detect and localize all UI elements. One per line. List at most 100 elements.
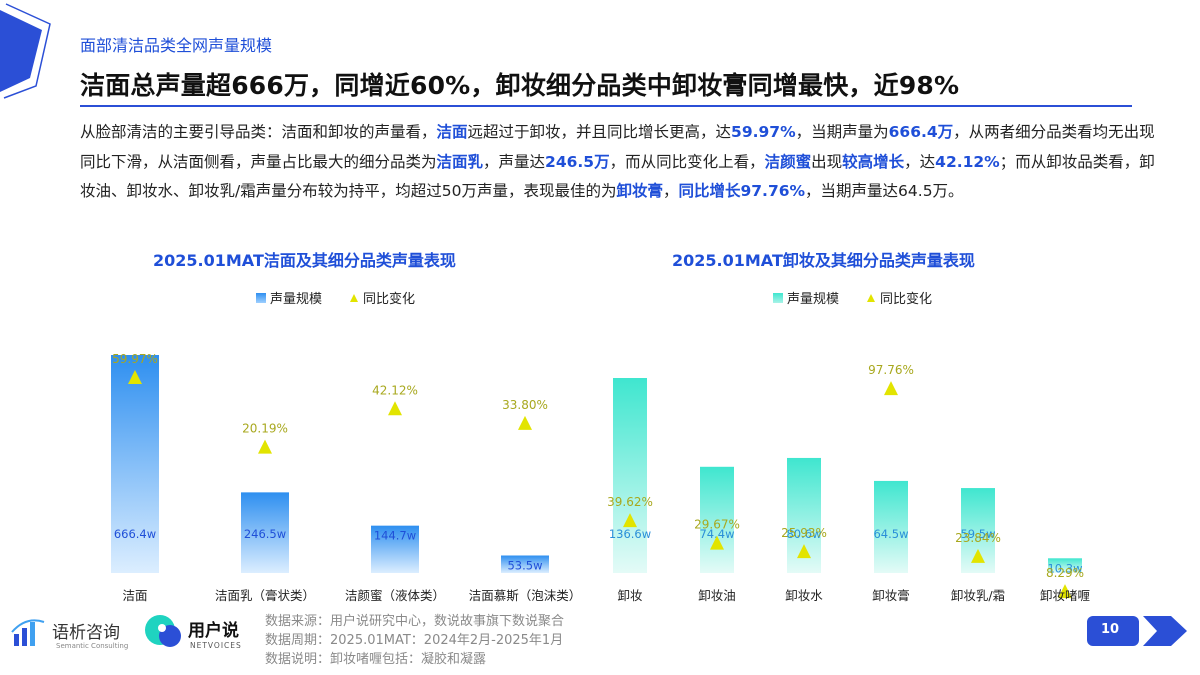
logo-netvoices: 用户说 NETVOICES	[142, 610, 241, 658]
category-label: 卸妆水	[785, 588, 823, 603]
logo-semantic-consulting: 语析咨询 Semantic Consulting	[10, 612, 128, 656]
netvoices-logo-icon	[145, 615, 181, 647]
yoy-label: 8.29%	[1046, 566, 1084, 580]
summary-highlight: 洁颜蜜	[764, 152, 812, 171]
legend-bar-swatch	[256, 292, 266, 303]
source-line: 数据说明：卸妆啫喱包括：凝胶和凝露	[265, 652, 487, 667]
summary-text: ，达	[904, 152, 936, 171]
bar-volume	[700, 466, 734, 573]
page-badge	[1087, 616, 1187, 646]
title-divider	[80, 105, 1132, 107]
summary-highlight: 246.5万	[545, 152, 610, 171]
bar-value-label: 53.5w	[507, 558, 542, 572]
logo-subtext: NETVOICES	[190, 641, 242, 650]
category-label: 卸妆啫喱	[1040, 588, 1090, 603]
yoy-marker	[388, 401, 402, 416]
summary-text: ，	[662, 182, 679, 200]
left-chart-legend: 声量规模 同比变化	[256, 288, 415, 307]
left-chart-title: 2025.01MAT洁面及其细分品类声量表现	[153, 251, 456, 270]
category-label: 卸妆	[617, 588, 642, 603]
data-sources: 数据来源：用户说研究中心，数说故事旗下数说聚合 数据周期：2025.01MAT：…	[265, 612, 564, 669]
right-chart-legend: 声量规模 同比变化	[773, 288, 932, 307]
right-chart-title: 2025.01MAT卸妆及其细分品类声量表现	[672, 251, 975, 270]
yoy-marker	[623, 513, 637, 528]
yoy-label: 33.80%	[502, 398, 548, 412]
summary-paragraph: 从脸部清洁的主要引导品类：洁面和卸妆的声量看，洁面远超过于卸妆，并且同比增长更高…	[80, 118, 1160, 207]
summary-text: 从脸部清洁的主要引导品类：洁面和卸妆的声量看，	[80, 123, 437, 141]
bar-value-label: 136.6w	[609, 527, 651, 541]
category-label: 洁颜蜜（液体类）	[345, 588, 445, 603]
page-number: 10	[1100, 622, 1120, 637]
corner-decoration	[0, 3, 51, 99]
category-label: 洁面乳（膏状类）	[215, 588, 315, 603]
legend-triangle-icon	[350, 293, 359, 302]
category-label: 卸妆油	[698, 588, 736, 603]
yoy-marker	[128, 370, 142, 385]
summary-text: 远超过于卸妆，并且同比增长更高，达	[467, 123, 732, 141]
bar-value-label: 80.6w	[786, 527, 821, 541]
summary-text: ，声量达	[483, 152, 546, 171]
yoy-marker	[797, 544, 811, 559]
legend-label: 声量规模	[270, 292, 323, 307]
yoy-label: 20.19%	[242, 422, 288, 436]
yoy-marker	[884, 381, 898, 396]
category-label: 卸妆膏	[872, 588, 910, 603]
section-kicker: 面部清洁品类全网声量规模	[80, 36, 273, 55]
yoy-label: 42.12%	[372, 383, 418, 397]
yoy-label: 97.76%	[868, 363, 914, 377]
summary-text: ，而从同比变化上看，	[609, 152, 765, 171]
yoy-marker	[971, 548, 985, 563]
yoy-marker	[710, 535, 724, 550]
bar-value-label: 59.5w	[960, 527, 995, 541]
yoy-marker	[258, 439, 272, 454]
bar-volume	[874, 480, 908, 573]
yoy-label: 39.62%	[607, 495, 653, 509]
logo-subtext: Semantic Consulting	[56, 642, 129, 650]
source-line: 数据来源：用户说研究中心，数说故事旗下数说聚合	[265, 614, 565, 629]
legend-label: 同比变化	[880, 292, 933, 307]
yoy-label: 23.84%	[955, 531, 1001, 545]
yoy-marker	[518, 415, 532, 430]
bar-volume	[241, 492, 289, 573]
summary-highlight: 卸妆膏	[616, 182, 663, 200]
category-label: 洁面	[122, 588, 147, 603]
legend-bar-swatch	[773, 292, 783, 303]
bar-value-label: 10.3w	[1047, 561, 1082, 575]
yoy-marker	[1058, 584, 1072, 599]
summary-text: 出现	[811, 152, 843, 171]
page-title: 洁面总声量超666万，同增近60%，卸妆细分品类中卸妆膏同增最快，近98%	[80, 71, 960, 100]
summary-highlight: 59.97%	[731, 123, 796, 141]
summary-highlight: 42.12%	[935, 152, 1000, 171]
category-label: 洁面慕斯（泡沫类）	[469, 588, 582, 603]
summary-highlight: 洁面	[436, 123, 468, 141]
legend-label: 声量规模	[787, 292, 840, 307]
semantic-logo-icon	[11, 619, 45, 646]
legend-triangle-icon	[867, 293, 876, 302]
yoy-label: 59.97%	[112, 352, 158, 366]
summary-highlight: 洁面乳	[436, 152, 484, 171]
summary-highlight: 较高增长	[842, 152, 905, 171]
bar-volume	[371, 525, 419, 573]
bar-value-label: 64.5w	[873, 527, 908, 541]
left-chart: 666.4w 59.97% 洁面 246.5w 20.19% 洁面乳（膏状类） 144.7w…	[111, 352, 581, 603]
summary-highlight: 同比增长97.76%	[678, 182, 806, 200]
summary-text: ，当期声量达64.5万。	[805, 182, 964, 200]
bar-value-label: 666.4w	[114, 527, 156, 541]
yoy-label: 29.67%	[694, 518, 740, 532]
summary-text: ；而从卸妆品类看，卸妆油、卸妆水、卸妆乳/霜声量分布较为持平，均超过50万声量，…	[80, 152, 1155, 201]
bar-volume	[501, 555, 549, 573]
bar-value-label: 144.7w	[374, 529, 416, 543]
yoy-label: 25.93%	[781, 526, 827, 540]
bar-volume	[1048, 558, 1082, 573]
bar-volume	[111, 355, 159, 573]
category-label: 卸妆乳/霜	[951, 588, 1005, 603]
bar-value-label: 246.5w	[244, 527, 286, 541]
source-line: 数据周期：2025.01MAT：2024年2月-2025年1月	[265, 633, 564, 648]
summary-text: ，从两者细分品类看均无出现同比下滑，从洁面侧看，声量占比最大的细分品类为	[80, 123, 1155, 171]
bar-volume	[613, 378, 647, 573]
bar-value-label: 74.4w	[699, 527, 734, 541]
legend-label: 同比变化	[363, 292, 416, 307]
logo-text: 用户说	[188, 621, 239, 641]
